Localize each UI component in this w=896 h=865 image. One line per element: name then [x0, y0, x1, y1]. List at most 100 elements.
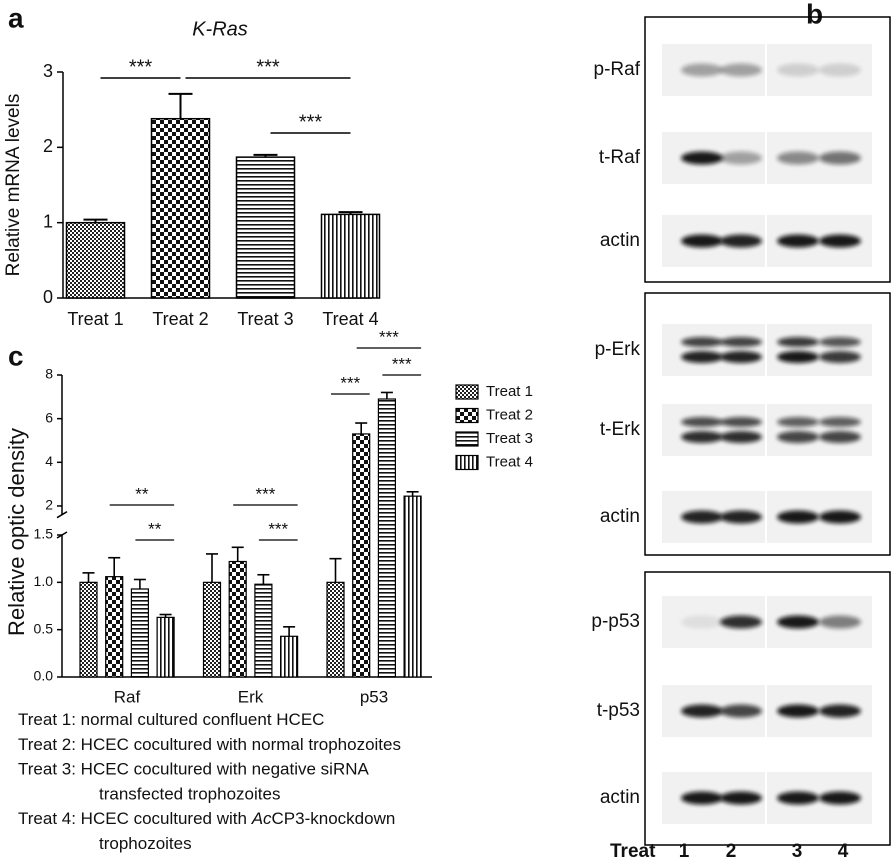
blot-band — [681, 351, 723, 363]
lane-label: 1 — [679, 841, 690, 862]
y-tick-label: 1 — [43, 211, 53, 231]
blot-row-label: t-Raf — [599, 147, 641, 168]
bar — [352, 433, 371, 678]
y-tick-label: 4 — [45, 453, 53, 469]
chart-title: K-Ras — [192, 18, 248, 40]
blot-band — [777, 510, 819, 524]
y-tick-label: 2 — [45, 497, 53, 513]
legend-label: Treat 4 — [486, 453, 533, 470]
bar — [377, 398, 396, 678]
blot-row-label: t-Erk — [600, 419, 641, 440]
y-tick-label: 1.0 — [34, 573, 54, 589]
legend-swatch — [455, 454, 479, 471]
lane-label: 3 — [792, 841, 803, 862]
blot-band — [777, 337, 819, 347]
y-tick-label: 0.0 — [34, 668, 54, 684]
note-line: Treat 1: normal cultured confluent HCEC — [18, 710, 324, 729]
x-tick-label: Treat 3 — [237, 309, 293, 329]
significance-label: *** — [268, 519, 288, 538]
y-tick-label: 2 — [43, 136, 53, 156]
blot-band — [819, 704, 861, 718]
blot-band — [777, 63, 819, 77]
blot-band — [777, 431, 819, 443]
blot-row-label: actin — [600, 506, 640, 527]
note-text: Treat 3: HCEC cocultured with negative s… — [18, 760, 370, 779]
bar — [202, 581, 222, 678]
note-line: Treat 4: HCEC cocultured with AcCP3-knoc… — [18, 810, 395, 829]
blot-band — [681, 615, 723, 629]
blot-strip — [767, 324, 872, 376]
lane-label: 4 — [838, 841, 849, 862]
significance-label: *** — [255, 484, 275, 503]
y-tick-label: 1.5 — [34, 526, 54, 542]
legend-label: Treat 2 — [486, 406, 533, 423]
y-tick-label: 0 — [43, 287, 53, 307]
blot-band — [819, 151, 861, 165]
note-text: Treat 1: normal cultured confluent HCEC — [18, 710, 324, 729]
x-tick-label: Treat 4 — [322, 309, 378, 329]
blot-band — [720, 431, 762, 443]
blot-band — [777, 234, 819, 248]
x-tick-label: Raf — [114, 687, 141, 706]
panel-label: c — [8, 340, 24, 371]
blot-band — [777, 615, 819, 629]
blot-band — [777, 151, 819, 165]
blot-band — [819, 615, 861, 629]
blot-band — [777, 351, 819, 363]
blot-band — [819, 351, 861, 363]
x-tick-label: Erk — [238, 687, 264, 706]
blot-band — [681, 510, 723, 524]
legend-label: Treat 1 — [486, 383, 533, 400]
note-text: Treat 2: HCEC cocultured with normal tro… — [18, 735, 401, 754]
blot-row-label: actin — [600, 230, 640, 251]
blot-band — [681, 417, 723, 427]
blot-band — [819, 417, 861, 427]
note-text: transfected trophozoites — [99, 785, 280, 804]
y-axis-label: Relative mRNA levels — [3, 94, 24, 277]
y-tick-label: 8 — [45, 366, 53, 382]
y-axis-label: Relative optic density — [4, 428, 29, 636]
blot-box — [644, 292, 891, 556]
y-tick-label: 0.5 — [34, 620, 54, 636]
blot-band — [720, 704, 762, 718]
blot-band — [681, 234, 723, 248]
bar — [228, 560, 247, 678]
legend-swatch — [455, 384, 479, 400]
legend-label: Treat 3 — [486, 430, 533, 447]
bar — [326, 581, 345, 678]
y-tick-label: 6 — [45, 409, 53, 425]
note-text: Treat 4: HCEC cocultured with — [18, 810, 252, 829]
blot-band — [777, 704, 819, 718]
blot-band — [720, 615, 762, 629]
bar — [65, 221, 126, 299]
blot-band — [720, 417, 762, 427]
lane-title: Treat — [610, 841, 656, 862]
significance-label: *** — [299, 111, 323, 133]
bar — [403, 495, 422, 678]
bar — [130, 588, 149, 678]
blot-band — [819, 510, 861, 524]
blot-band — [681, 151, 723, 165]
note-line: Treat 2: HCEC cocultured with normal tro… — [18, 735, 401, 754]
note-line: transfected trophozoites — [99, 785, 280, 804]
legend-swatch — [455, 407, 479, 424]
bar — [320, 213, 381, 299]
x-tick-label: Treat 1 — [67, 309, 123, 329]
blot-band — [777, 417, 819, 427]
note-line: trophozoites — [99, 834, 192, 853]
blot-band — [681, 431, 723, 443]
panel-label: a — [8, 2, 24, 33]
note-text: trophozoites — [99, 834, 192, 853]
blot-band — [777, 791, 819, 805]
bar — [105, 576, 124, 678]
significance-label: ** — [148, 519, 162, 538]
y-tick-label: 3 — [43, 61, 53, 81]
x-tick-label: Treat 2 — [152, 309, 208, 329]
blot-band — [819, 337, 861, 347]
blot-band — [681, 704, 723, 718]
axis-break — [56, 511, 68, 519]
blot-band — [819, 791, 861, 805]
lane-label: 2 — [726, 841, 737, 862]
blot-band — [720, 337, 762, 347]
significance-label: *** — [129, 56, 153, 78]
